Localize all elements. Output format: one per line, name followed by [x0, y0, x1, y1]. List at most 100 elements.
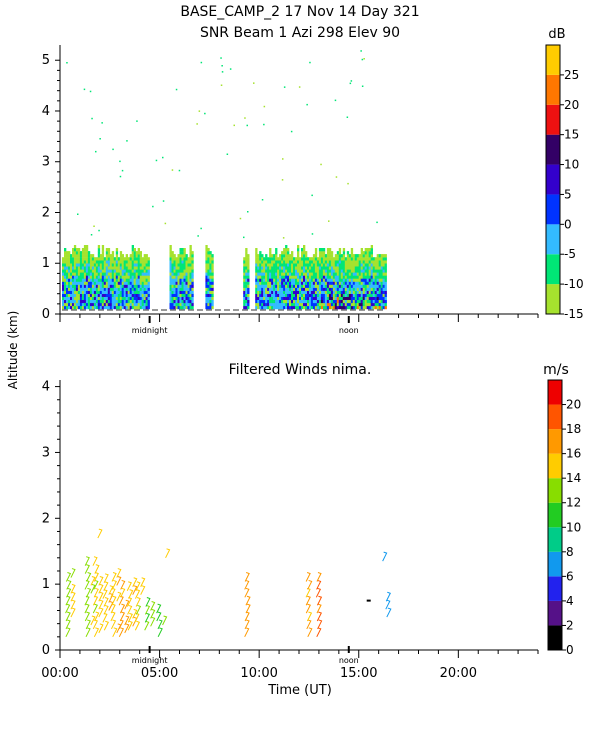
snr-cell	[364, 278, 367, 282]
snr-cell	[279, 266, 282, 270]
snr-cell	[109, 296, 113, 300]
snr-cell	[380, 284, 383, 288]
snr-cell	[125, 263, 128, 267]
wind-barb	[132, 585, 138, 595]
snr-cell	[85, 305, 89, 310]
snr-cell	[360, 296, 363, 300]
snr-cell	[113, 284, 117, 288]
snr-cell	[368, 266, 371, 270]
snr-cell	[312, 275, 316, 279]
snr-cell	[322, 272, 326, 276]
snr-cell	[366, 260, 369, 264]
snr-cell	[183, 257, 186, 261]
snr-cell	[297, 287, 300, 291]
wind-barb	[110, 619, 117, 630]
snr-cell	[243, 272, 246, 276]
snr-cell	[115, 263, 119, 267]
snr-cell	[259, 293, 262, 297]
snr-cell	[277, 257, 280, 261]
snr-cell	[267, 266, 270, 270]
snr-cell	[105, 272, 109, 276]
snr-cell	[307, 305, 310, 310]
snr-cell	[307, 284, 310, 288]
snr-cell	[267, 287, 270, 291]
snr-y-tick-label: 2	[42, 205, 50, 220]
snr-cell	[279, 254, 282, 258]
snr-cell	[338, 269, 342, 273]
wind-barb	[98, 591, 104, 602]
snr-cell	[93, 269, 97, 273]
snr-cell	[277, 281, 280, 285]
snr-cell	[119, 296, 123, 300]
snr-cell	[307, 302, 310, 307]
snr-cell	[113, 305, 117, 310]
snr-cell	[324, 299, 328, 304]
snr-cell	[245, 263, 248, 267]
snr-cell	[354, 293, 358, 297]
snr-cell	[91, 254, 95, 258]
snr-cell	[305, 278, 308, 282]
snr-cell	[281, 281, 284, 285]
snr-cell	[279, 290, 282, 294]
snr-cell	[185, 296, 188, 300]
snr-cell	[314, 263, 318, 267]
wind-x-tick-labels: 00:00 05:00 10:00 15:00 20:00	[41, 666, 477, 681]
snr-cell	[85, 260, 89, 264]
snr-cell	[350, 278, 354, 282]
snr-cell	[265, 272, 268, 276]
snr-cell	[259, 251, 262, 255]
snr-cell	[366, 284, 369, 288]
snr-cell	[68, 257, 71, 261]
snr-cell	[297, 284, 300, 288]
snr-cell	[312, 257, 316, 261]
snr-cell	[243, 284, 246, 288]
snr-cell	[275, 281, 278, 285]
snr-cell	[169, 296, 172, 300]
snr-cell	[247, 272, 250, 276]
snr-cell	[344, 290, 348, 294]
snr-cell	[91, 272, 95, 276]
snr-cell	[269, 275, 272, 279]
snr-cell	[107, 251, 111, 255]
snr-cell	[320, 287, 324, 291]
snr-cell	[320, 281, 324, 285]
snr-cell	[64, 287, 67, 291]
snr-cell	[368, 263, 371, 267]
snr-cell	[207, 278, 210, 282]
snr-cell	[344, 302, 348, 307]
snr-cell	[348, 260, 352, 264]
snr-y-tick-label: 1	[42, 256, 50, 271]
snr-cell	[169, 284, 172, 288]
snr-cell	[70, 257, 73, 261]
snr-cell	[326, 257, 330, 261]
snr-cell	[129, 254, 132, 258]
snr-cell	[123, 257, 126, 261]
snr-cell	[287, 293, 290, 297]
snr-cell	[382, 275, 385, 279]
snr-cell	[334, 257, 338, 261]
snr-cell	[342, 281, 346, 285]
snr-cell	[301, 284, 304, 288]
snr-cell	[370, 257, 373, 261]
snr-cell	[346, 284, 350, 288]
snr-cell	[295, 269, 298, 273]
snr-cell	[378, 260, 381, 264]
snr-cell	[111, 275, 115, 279]
snr-cell	[173, 278, 176, 282]
snr-cell	[183, 269, 186, 273]
snr-cell	[105, 254, 109, 258]
snr-cell	[189, 302, 192, 307]
snr-cell	[101, 254, 105, 258]
wind-x-ticks	[59, 650, 539, 658]
snr-cell	[177, 278, 180, 282]
wind-barb	[98, 583, 104, 594]
snr-cell	[297, 254, 300, 258]
snr-cell	[340, 293, 344, 297]
snr-cell	[283, 275, 286, 279]
snr-cell	[269, 290, 272, 294]
snr-cell	[189, 293, 192, 297]
snr-cell	[97, 269, 101, 273]
snr-cell	[129, 293, 132, 297]
snr-cell	[340, 260, 344, 264]
wind-barb	[98, 607, 104, 618]
